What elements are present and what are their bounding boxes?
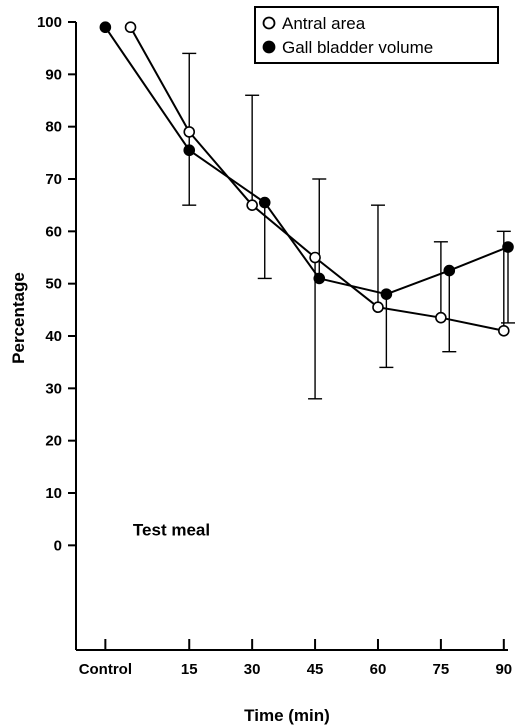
y-tick-label: 30 xyxy=(45,380,62,397)
x-tick-label: Control xyxy=(79,661,132,678)
series-points xyxy=(99,21,514,337)
data-point-gall-bladder-volume xyxy=(183,144,196,157)
data-point-antral-area xyxy=(498,324,510,337)
x-tick-label: 90 xyxy=(495,661,512,678)
series-line-gall-bladder-volume xyxy=(104,26,509,296)
x-tick-label: 45 xyxy=(307,661,324,678)
legend: Antral area Gall bladder volume xyxy=(254,6,499,64)
y-tick-label: 10 xyxy=(45,485,62,502)
y-tick-label: 50 xyxy=(45,276,62,293)
data-point-antral-area xyxy=(309,251,321,264)
x-tick-label: 60 xyxy=(370,661,387,678)
y-tick-label: 40 xyxy=(45,328,62,345)
test-meal-label: Test meal xyxy=(133,520,210,539)
legend-marker-antral-area xyxy=(262,16,276,30)
data-point-antral-area xyxy=(435,311,447,324)
data-point-gall-bladder-volume xyxy=(502,241,514,253)
series-lines xyxy=(104,26,509,332)
axes xyxy=(75,22,508,651)
x-tick-label: 30 xyxy=(244,661,261,678)
data-point-gall-bladder-volume xyxy=(443,264,456,277)
legend-label-gall-bladder-volume: Gall bladder volume xyxy=(282,38,433,57)
y-tick-label: 100 xyxy=(37,14,62,31)
x-ticks: Control 15 30 45 60 75 90 xyxy=(79,639,512,678)
data-point-gall-bladder-volume xyxy=(99,21,112,34)
y-tick-label: 80 xyxy=(45,119,62,136)
data-point-antral-area xyxy=(183,126,196,138)
legend-marker-gall-bladder-volume xyxy=(262,40,276,54)
legend-label-antral-area: Antral area xyxy=(282,14,366,33)
x-tick-label: 15 xyxy=(181,661,198,678)
data-point-gall-bladder-volume xyxy=(313,272,326,285)
y-tick-label: 60 xyxy=(45,223,62,240)
y-ticks: 0 10 20 30 40 50 60 70 80 90 100 xyxy=(37,14,76,554)
test-meal-annotation: Test meal xyxy=(133,520,210,539)
data-point-antral-area xyxy=(124,21,137,34)
data-point-antral-area xyxy=(372,301,384,314)
y-axis-title: Percentage xyxy=(9,272,28,364)
data-point-gall-bladder-volume xyxy=(258,196,271,209)
y-tick-label: 70 xyxy=(45,171,62,188)
x-tick-label: 75 xyxy=(433,661,450,678)
y-tick-label: 0 xyxy=(54,537,62,554)
data-point-antral-area xyxy=(246,199,258,211)
data-point-gall-bladder-volume xyxy=(380,288,393,300)
error-bars xyxy=(182,52,515,400)
x-axis-title: Time (min) xyxy=(244,706,330,725)
y-tick-label: 20 xyxy=(45,433,62,450)
y-tick-label: 90 xyxy=(45,66,62,83)
legend-box xyxy=(254,6,499,64)
